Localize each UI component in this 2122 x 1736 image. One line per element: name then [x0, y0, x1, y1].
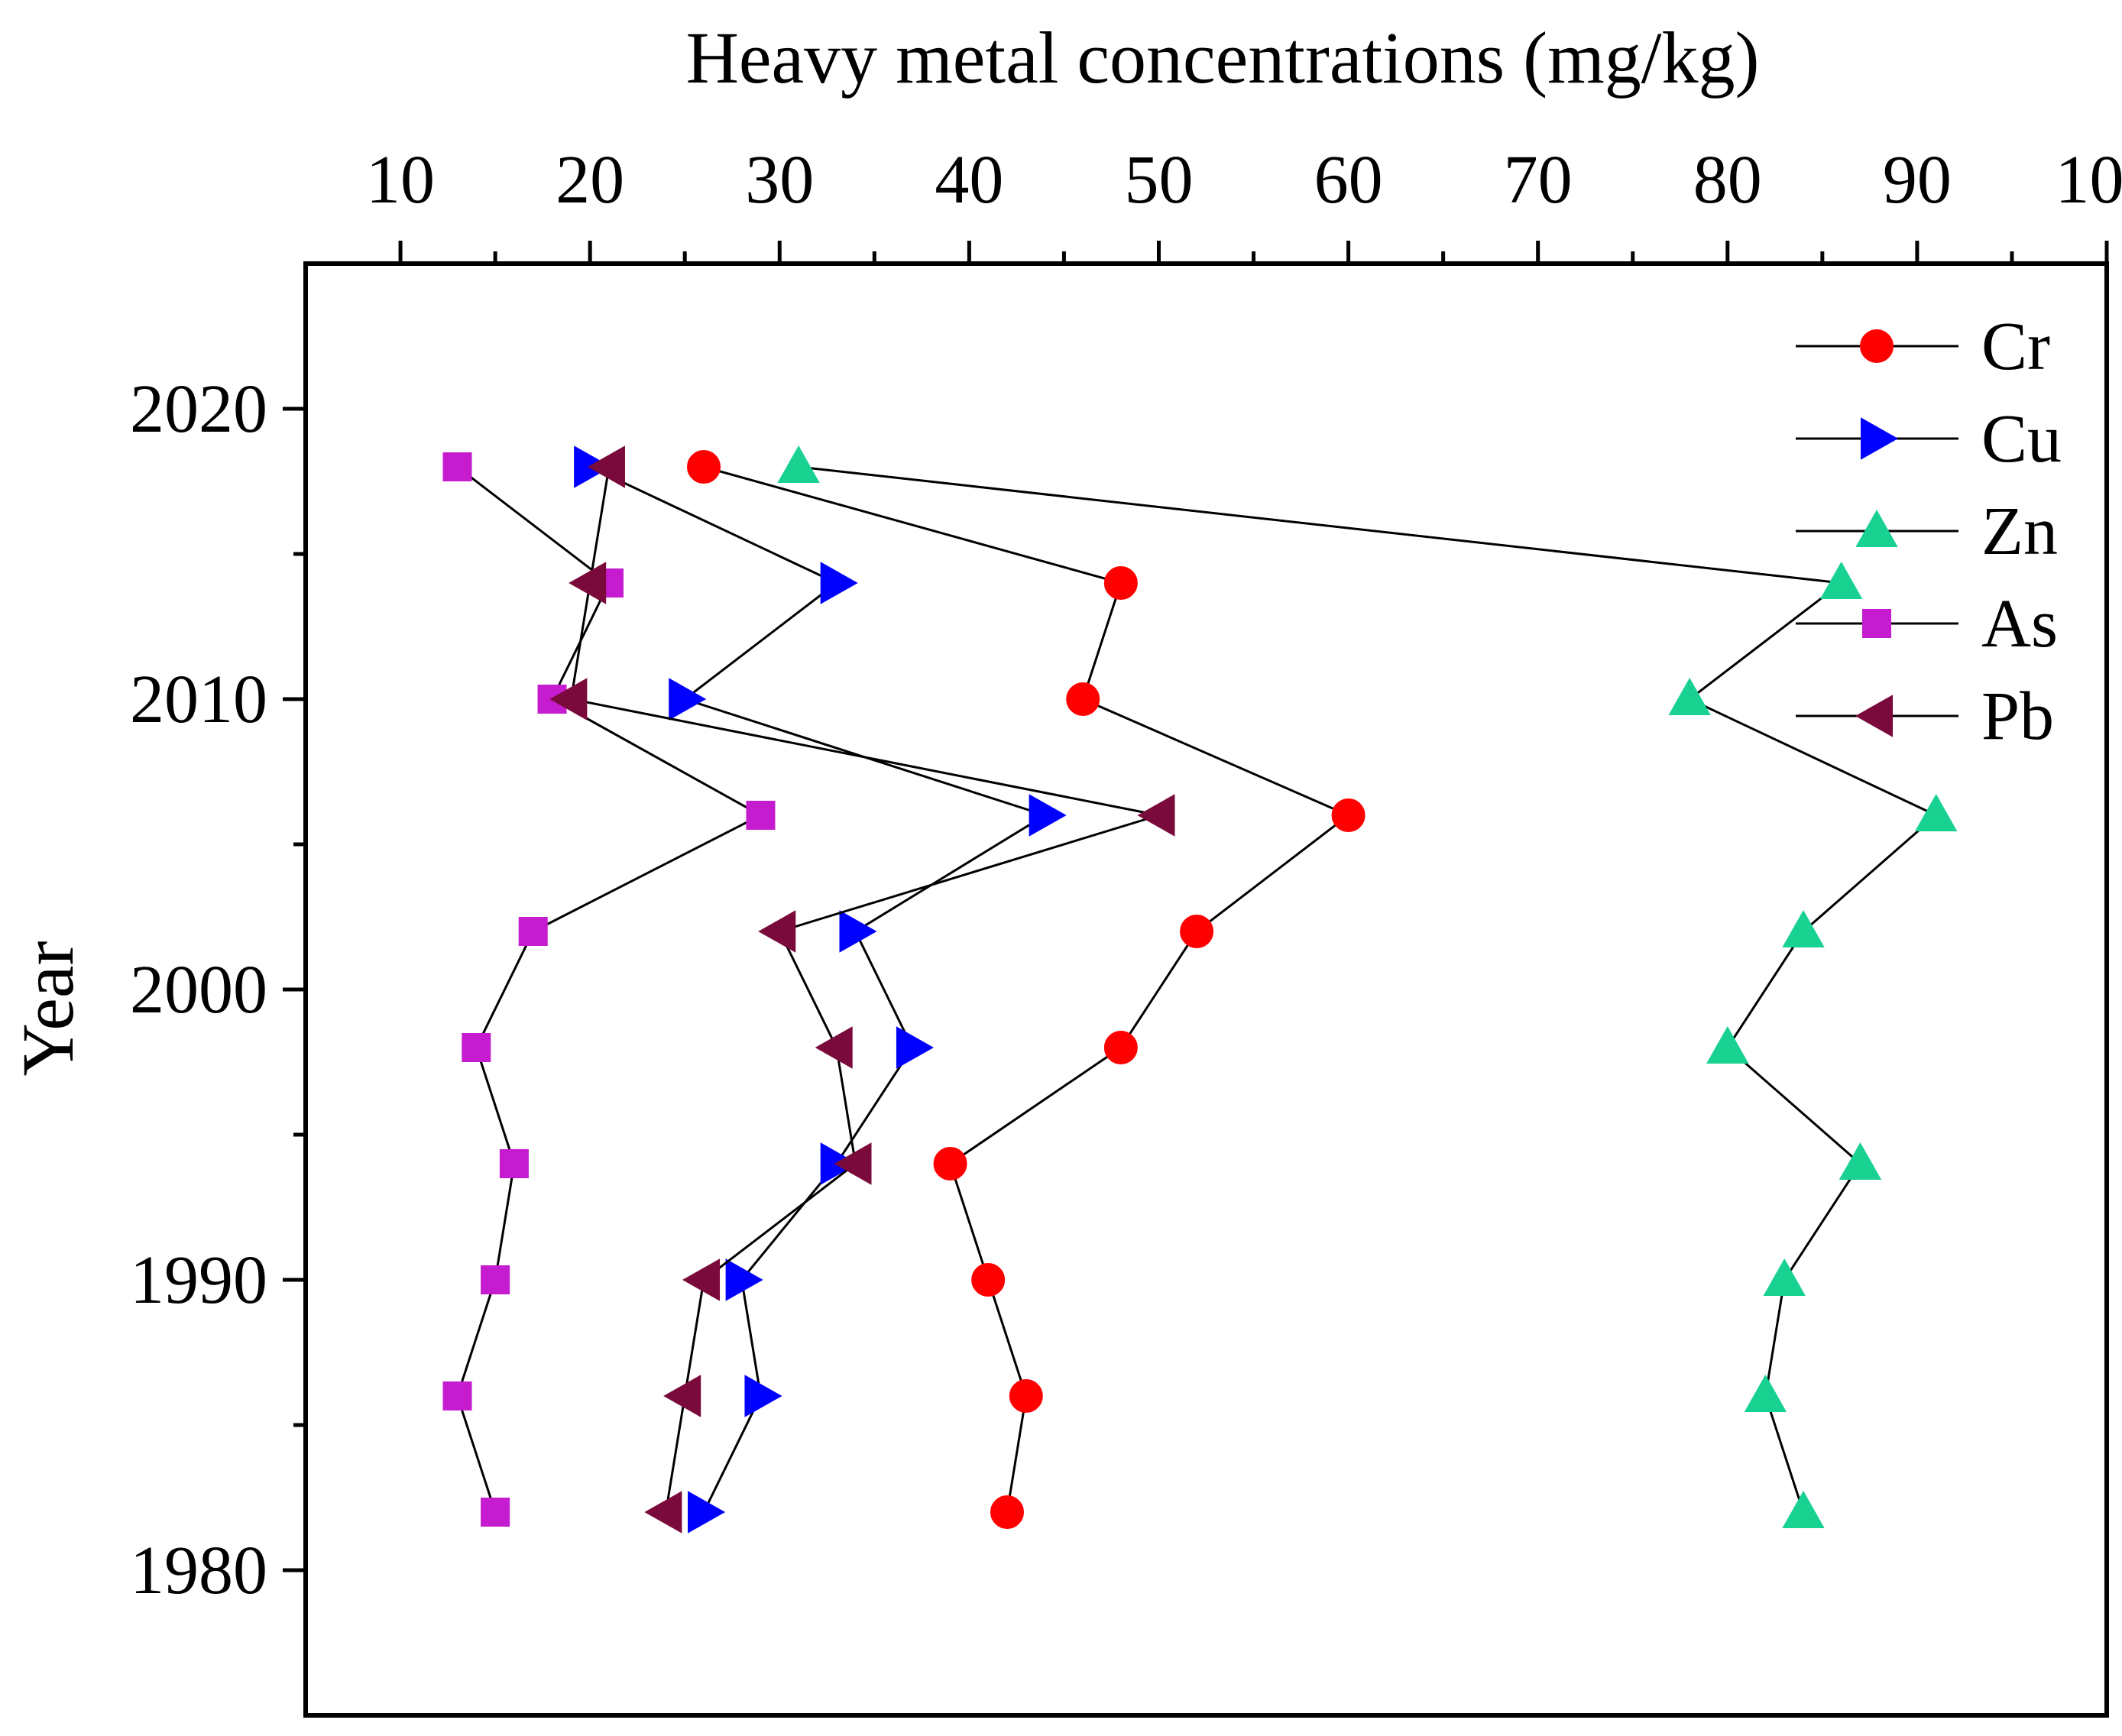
point-pb — [758, 910, 796, 953]
point-zn — [1782, 909, 1825, 947]
legend-label-cr: Cr — [1981, 309, 2050, 384]
point-pb — [549, 678, 588, 721]
point-cu — [839, 910, 877, 953]
x-tick-label: 20 — [556, 142, 624, 218]
series-line-as — [455, 465, 763, 1513]
y-tick-label: 2000 — [130, 952, 267, 1028]
y-tick-label: 2020 — [130, 371, 267, 447]
point-pb — [834, 1142, 872, 1185]
series-zn — [777, 445, 1958, 1528]
y-tick-label: 1980 — [130, 1533, 267, 1608]
point-pb — [644, 1491, 682, 1534]
point-cr — [1066, 682, 1100, 716]
point-as — [442, 1381, 472, 1410]
series-line-pb — [569, 466, 1159, 1513]
legend-marker-pb — [1855, 695, 1893, 737]
point-cu — [1029, 794, 1067, 837]
point-pb — [569, 562, 607, 604]
point-pb — [587, 445, 625, 488]
point-cr — [1009, 1379, 1043, 1413]
point-cr — [971, 1263, 1006, 1297]
x-tick-label: 40 — [935, 142, 1003, 218]
point-zn — [1763, 1258, 1806, 1296]
legend-label-as: As — [1981, 586, 2058, 662]
x-tick-label: 90 — [1883, 142, 1952, 218]
point-as — [499, 1149, 529, 1178]
point-cu — [688, 1491, 726, 1534]
point-cr — [1103, 1031, 1138, 1064]
legend-marker-as — [1862, 609, 1891, 638]
legend-item-as: As — [1796, 586, 2058, 662]
point-as — [481, 1265, 510, 1294]
point-as — [462, 1033, 491, 1062]
point-cr — [1331, 798, 1366, 832]
point-zn — [1819, 561, 1863, 599]
point-zn — [1744, 1374, 1787, 1412]
x-tick-label: 70 — [1504, 142, 1573, 218]
point-zn — [1914, 793, 1958, 831]
point-cr — [933, 1147, 967, 1181]
point-as — [746, 801, 776, 830]
legend-marker-cr — [1860, 329, 1894, 363]
legend-item-cr: Cr — [1796, 309, 2050, 384]
point-as — [481, 1498, 510, 1527]
y-tick-label: 1990 — [130, 1242, 267, 1318]
x-axis-title: Heavy metal concentrations (mg/kg) — [686, 17, 1760, 99]
point-pb — [682, 1258, 721, 1301]
point-cu — [725, 1258, 763, 1301]
legend-marker-zn — [1855, 509, 1898, 547]
x-tick-label: 60 — [1314, 142, 1383, 218]
point-as — [518, 917, 548, 946]
legend-label-zn: Zn — [1981, 494, 2058, 569]
point-pb — [663, 1375, 701, 1417]
x-tick-label: 80 — [1693, 142, 1762, 218]
point-pb — [815, 1026, 853, 1069]
point-zn — [1706, 1025, 1749, 1064]
point-cu — [669, 678, 707, 721]
x-tick-label: 50 — [1124, 142, 1193, 218]
series-as — [442, 452, 776, 1527]
axis-ticks: 10 20 30 40 50 60 70 80 90 100 1980 1990 2000 2010 202… — [130, 142, 2122, 1608]
point-pb — [1137, 794, 1175, 837]
legend: Cr Cu Zn As Pb — [1796, 309, 2062, 754]
point-cu — [896, 1026, 934, 1069]
point-cr — [990, 1495, 1024, 1529]
series-line-cu — [589, 465, 1048, 1513]
x-tick-label: 10 — [366, 142, 435, 218]
series-line-cr — [703, 465, 1351, 1513]
point-as — [442, 452, 472, 481]
series-cu — [574, 445, 1067, 1534]
point-zn — [777, 445, 820, 483]
point-cu — [744, 1375, 782, 1417]
point-cr — [1180, 915, 1214, 948]
legend-label-pb: Pb — [1981, 679, 2054, 754]
point-cu — [820, 562, 858, 604]
point-zn — [1782, 1490, 1825, 1528]
point-zn — [1839, 1142, 1882, 1180]
legend-item-zn: Zn — [1796, 494, 2058, 569]
point-cr — [687, 450, 721, 484]
series-line-zn — [798, 465, 1939, 1513]
y-axis-title: Year — [7, 941, 89, 1077]
legend-item-cu: Cu — [1796, 401, 2062, 477]
x-tick-label: 30 — [745, 142, 814, 218]
legend-label-cu: Cu — [1981, 401, 2062, 477]
series-pb — [549, 445, 1175, 1534]
point-cr — [1103, 566, 1138, 600]
series-cr — [687, 450, 1366, 1529]
legend-item-pb: Pb — [1796, 679, 2054, 754]
legend-marker-cu — [1861, 417, 1899, 460]
y-tick-label: 2010 — [130, 662, 267, 737]
x-tick-label: 100 — [2056, 142, 2122, 218]
point-zn — [1668, 677, 1711, 715]
series-layer — [442, 445, 1958, 1534]
